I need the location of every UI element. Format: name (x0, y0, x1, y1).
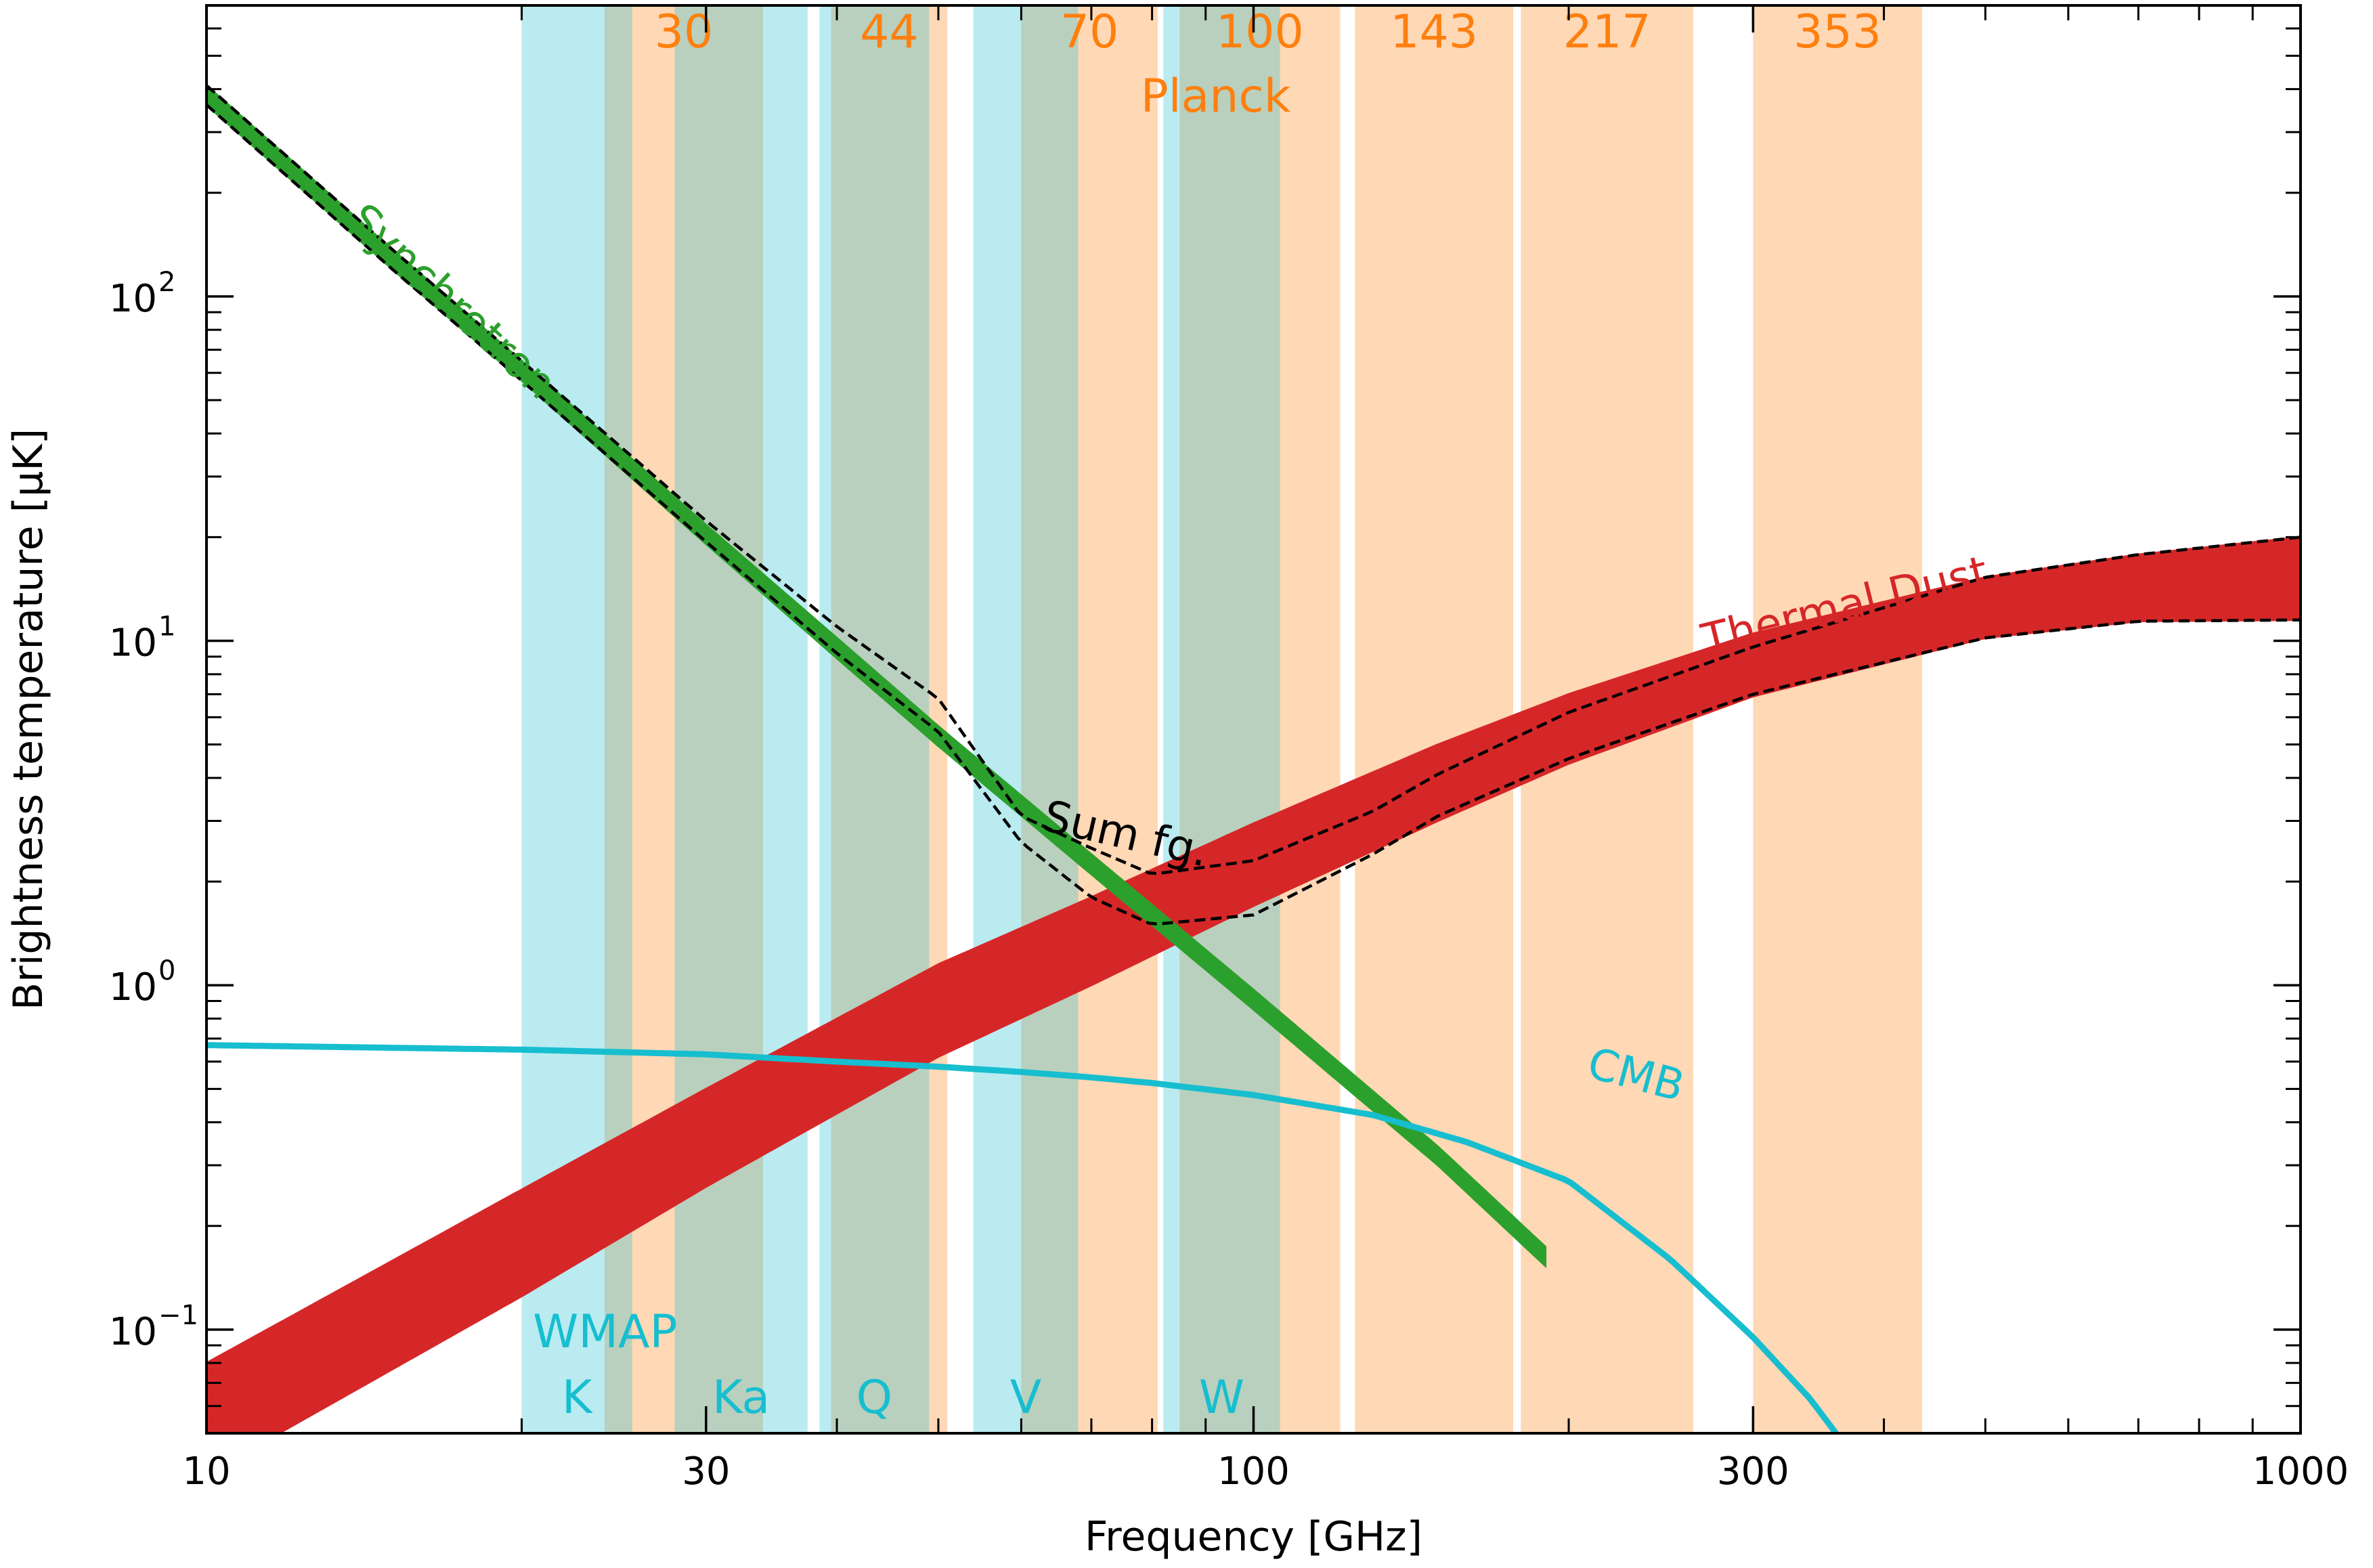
y-tick-label: 10 −1 (109, 1300, 198, 1354)
y-tick-exponent: −1 (158, 1300, 198, 1331)
planck-band-70 (1021, 5, 1158, 1433)
wmap-band-label-ka: Ka (712, 1371, 770, 1424)
y-axis-label: Brightness temperature [μK] (5, 429, 52, 1010)
wmap-band-v (973, 5, 1079, 1433)
planck-band-label-44: 44 (860, 5, 919, 59)
x-tick-label-30: 30 (682, 1450, 730, 1494)
y-tick-label: 10 2 (109, 267, 176, 321)
wmap-label: WMAP (533, 1305, 677, 1359)
wmap-band-ka (674, 5, 808, 1433)
wmap-band-label-k: K (562, 1371, 594, 1424)
planck-band-label-70: 70 (1060, 5, 1119, 59)
planck-band-label-217: 217 (1563, 5, 1651, 59)
thermal-dust-band (206, 536, 2301, 1433)
x-axis-label: Frequency [GHz] (1085, 1513, 1422, 1561)
y-tick-label: 10 1 (109, 611, 176, 666)
y-tick-exponent: 1 (158, 611, 175, 643)
planck-band-100 (1179, 5, 1341, 1433)
x-tick-label-300: 300 (1717, 1450, 1789, 1494)
planck-band-143 (1355, 5, 1513, 1433)
x-tick-label-100: 100 (1217, 1450, 1290, 1494)
wmap-band-label-w: W (1199, 1371, 1244, 1424)
y-tick-exponent: 2 (158, 267, 175, 298)
sum-fg-lower-line (206, 104, 2301, 926)
band-labels: 30 44 70 100 143 217 353 Planck K Ka Q V W WMAP (533, 5, 1881, 1424)
planck-band-353 (1753, 5, 1922, 1433)
x-tick-label-10: 10 (182, 1450, 230, 1494)
y-tick-base: 10 (109, 1310, 157, 1354)
y-tick-label: 10 0 (109, 955, 176, 1009)
planck-band-label-100: 100 (1216, 5, 1304, 59)
wmap-band-label-v: V (1010, 1371, 1042, 1424)
wmap-band-w (1163, 5, 1280, 1433)
y-tick-base: 10 (109, 965, 157, 1009)
frequency-bands (521, 5, 1922, 1433)
y-tick-base: 10 (109, 622, 157, 666)
sum-fg-upper-line (206, 84, 2301, 875)
planck-band-label-143: 143 (1390, 5, 1478, 59)
wmap-band-label-q: Q (856, 1371, 893, 1424)
y-tick-base: 10 (109, 277, 157, 321)
planck-label: Planck (1141, 70, 1291, 123)
synchrotron-band (206, 84, 1547, 1269)
planck-band-label-353: 353 (1793, 5, 1881, 59)
series-layer (206, 84, 2301, 1433)
x-tick-label-1000: 1000 (2252, 1450, 2349, 1494)
cmb-line (206, 1042, 1839, 1433)
y-tick-exponent: 0 (158, 955, 175, 986)
planck-band-label-30: 30 (655, 5, 714, 59)
